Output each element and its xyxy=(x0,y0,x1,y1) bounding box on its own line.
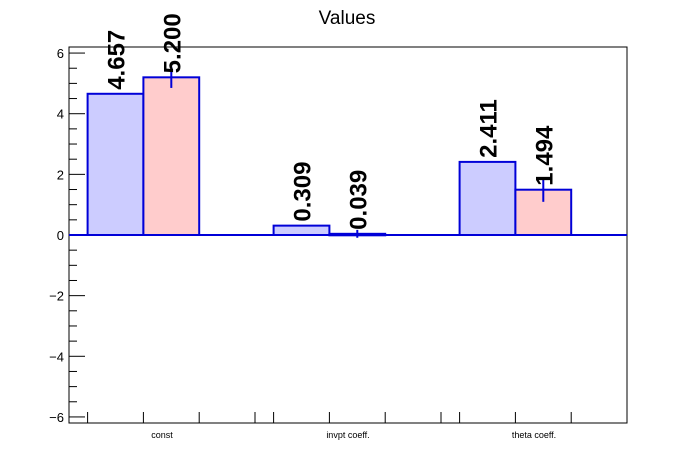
y-tick-label: −6 xyxy=(49,410,64,425)
y-tick-label: 0 xyxy=(57,228,64,243)
data-label: 4.657 xyxy=(104,30,131,90)
data-label: 5.200 xyxy=(159,13,186,73)
x-category-label: invpt coeff. xyxy=(326,430,369,440)
x-category-label: const xyxy=(151,430,173,440)
data-label: 0.309 xyxy=(290,162,317,222)
y-tick-label: 4 xyxy=(57,107,64,122)
x-axis: const invpt coeff. theta coeff. xyxy=(87,412,628,440)
x-category-label: theta coeff. xyxy=(512,430,556,440)
y-tick-label: 6 xyxy=(57,46,64,61)
y-tick-label: 2 xyxy=(57,167,64,182)
data-label: 0.039 xyxy=(345,170,372,230)
data-label: 1.494 xyxy=(531,125,558,186)
bar xyxy=(142,76,201,236)
data-label: 2.411 xyxy=(476,99,503,158)
bar xyxy=(458,160,517,236)
y-axis: −6 −4 −2 0 2 4 6 xyxy=(49,46,85,425)
chart-title: Values xyxy=(319,8,376,29)
y-tick-label: −2 xyxy=(49,289,64,304)
bar xyxy=(272,224,331,237)
bars xyxy=(69,66,627,238)
bar xyxy=(86,92,145,237)
y-tick-label: −4 xyxy=(49,349,64,364)
data-labels: 4.657 0.309 2.411 5.200 0.039 1.494 xyxy=(104,13,559,230)
